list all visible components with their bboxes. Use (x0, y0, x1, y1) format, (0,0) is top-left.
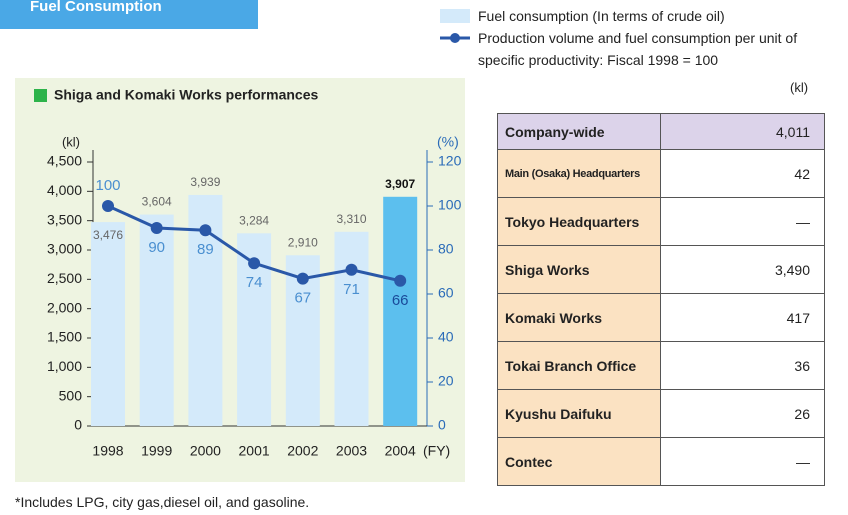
line-value-label: 71 (343, 281, 360, 298)
table-label: Company-wide (496, 113, 662, 150)
y-tick-label: 3,000 (47, 241, 82, 257)
line-value-label: 100 (95, 177, 120, 194)
y2-tick-label: 40 (438, 329, 454, 345)
bar-value-label: 3,604 (142, 195, 172, 209)
bar-value-label: 3,476 (93, 228, 123, 242)
line-value-label: 66 (392, 292, 409, 309)
x-tick-label: 2003 (336, 443, 367, 459)
y-tick-label: 4,500 (47, 153, 82, 169)
table-row: Main (Osaka) Headquarters 42 (496, 149, 825, 198)
section-header: Fuel Consumption (0, 0, 258, 29)
footnote: *Includes LPG, city gas,diesel oil, and … (15, 494, 310, 510)
table-label: Kyushu Daifuku (496, 389, 662, 438)
table-label: Tokyo Headquarters (496, 197, 662, 246)
y2-tick-label: 100 (438, 197, 462, 213)
table-value: — (660, 437, 825, 486)
line-marker (102, 200, 114, 212)
table-row: Shiga Works 3,490 (496, 245, 825, 294)
y2-tick-label: 120 (438, 153, 462, 169)
table-row: Komaki Works 417 (496, 293, 825, 342)
table-value: 42 (660, 149, 825, 198)
x-tick-label: 2002 (287, 443, 318, 459)
bar-value-label: 3,907 (385, 177, 415, 191)
line-marker (150, 222, 163, 234)
y-tick-label: 2,500 (47, 270, 82, 286)
line-marker (248, 257, 261, 270)
line-value-label: 90 (148, 239, 165, 256)
bar (334, 231, 369, 426)
bar (139, 214, 174, 426)
table-value: 36 (660, 341, 825, 390)
y-tick-label: 3,500 (47, 211, 82, 227)
line-value-label: 89 (197, 241, 214, 258)
table-unit: (kl) (790, 80, 809, 95)
line-marker (394, 274, 407, 287)
x-tick-label: 2001 (239, 443, 270, 459)
y-tick-label: 4,000 (47, 182, 82, 198)
line-value-label: 67 (294, 290, 311, 307)
table-value: 4,011 (660, 113, 825, 150)
line-marker (345, 263, 358, 276)
x-axis-label: (FY) (423, 443, 450, 459)
table-label: Main (Osaka) Headquarters (496, 149, 662, 198)
title-marker (34, 89, 47, 102)
bar (91, 222, 125, 426)
y-tick-label: 1,500 (47, 329, 82, 345)
y2-tick-label: 80 (438, 241, 454, 257)
table-row: Company-wide 4,011 (496, 113, 825, 150)
y-tick-label: 2,000 (47, 299, 82, 315)
y2-tick-label: 20 (438, 373, 454, 389)
legend-entry: Production volume and fuel consumption p… (478, 30, 798, 68)
x-tick-label: 1998 (92, 443, 123, 459)
y2-tick-label: 0 (438, 417, 446, 433)
x-tick-label: 2004 (385, 443, 416, 459)
x-tick-label: 1999 (141, 443, 172, 459)
legend-bar-swatch (440, 9, 470, 23)
table-label: Tokai Branch Office (496, 341, 662, 390)
y2-axis-label: (%) (437, 134, 459, 150)
bar-value-label: 2,910 (288, 235, 318, 249)
y-tick-label: 0 (74, 417, 82, 433)
table-row: Contec — (496, 437, 825, 486)
table-row: Kyushu Daifuku 26 (496, 389, 825, 438)
legend-line-marker (450, 33, 460, 43)
bar-value-label: 3,939 (190, 175, 220, 189)
table-label: Contec (496, 437, 662, 486)
x-tick-label: 2000 (190, 443, 221, 459)
table-value: 3,490 (660, 245, 825, 294)
bar-value-label: 3,310 (336, 212, 366, 226)
table-row: Tokyo Headquarters — (496, 197, 825, 246)
table-row: Tokai Branch Office 36 (496, 341, 825, 390)
line-marker (296, 272, 309, 285)
table-label: Komaki Works (496, 293, 662, 342)
y-axis-label: (kl) (62, 134, 80, 149)
y-tick-label: 1,000 (47, 358, 82, 374)
table-label: Shiga Works (496, 245, 662, 294)
legend-entry: Fuel consumption (In terms of crude oil) (478, 8, 725, 24)
table-value: 26 (660, 389, 825, 438)
line-value-label: 74 (246, 274, 263, 291)
table: Company-wide 4,011 Main (Osaka) Headquarte… (496, 113, 825, 486)
chart-title: Shiga and Komaki Works performances (54, 87, 318, 103)
y-tick-label: 500 (59, 387, 83, 403)
bar (383, 196, 418, 426)
y2-tick-label: 60 (438, 285, 454, 301)
bar-value-label: 3,284 (239, 214, 269, 228)
table-value: 417 (660, 293, 825, 342)
table-value: — (660, 197, 825, 246)
line-marker (199, 224, 212, 237)
